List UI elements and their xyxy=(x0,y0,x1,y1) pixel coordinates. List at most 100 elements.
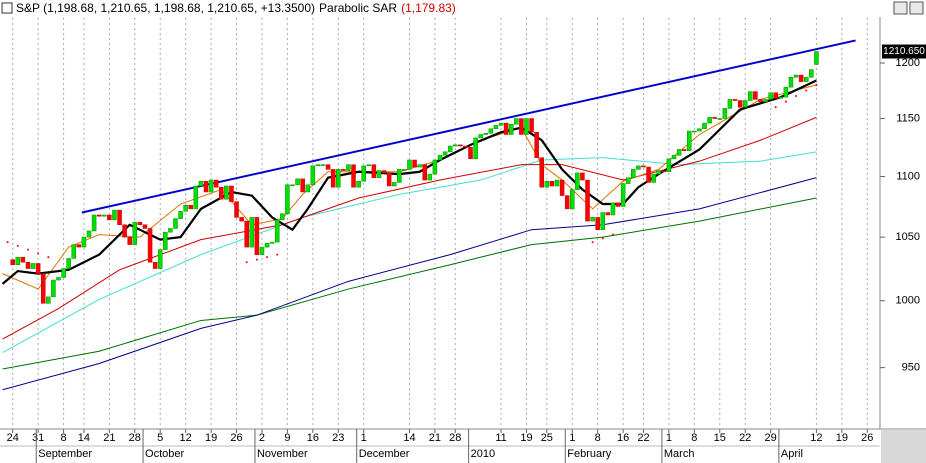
candle-body xyxy=(25,261,31,269)
candle-body xyxy=(295,178,300,186)
candle-body xyxy=(51,279,56,298)
candle-body xyxy=(636,165,641,170)
x-tick-label: 1 xyxy=(569,432,575,444)
candle-body xyxy=(351,164,356,188)
candle-body xyxy=(681,149,687,151)
x-tick-label: 28 xyxy=(129,432,141,444)
candle-body xyxy=(315,164,321,167)
candle-body xyxy=(280,213,285,221)
candle-body xyxy=(432,159,438,175)
x-tick-label: 15 xyxy=(714,432,726,444)
candle-body xyxy=(422,164,427,181)
candle-body xyxy=(254,217,260,255)
candle-body xyxy=(773,92,778,99)
candle-body xyxy=(366,164,372,167)
candle-body xyxy=(66,258,71,269)
close-button[interactable] xyxy=(909,1,924,15)
candle-body xyxy=(549,180,555,187)
candle-body xyxy=(605,212,611,216)
candle-body xyxy=(651,173,656,183)
y-tick-label: 950 xyxy=(902,362,920,374)
candle-body xyxy=(559,179,565,196)
restore-button[interactable] xyxy=(893,1,908,15)
sar-dot xyxy=(255,258,258,261)
x-tick-label: 14 xyxy=(78,432,90,444)
month-label: November xyxy=(257,448,308,460)
candle-body xyxy=(575,172,580,190)
x-tick-label: 19 xyxy=(205,432,217,444)
candle-body xyxy=(676,149,682,156)
candle-body xyxy=(697,128,702,132)
candle-body xyxy=(442,151,448,156)
candle-body xyxy=(168,228,173,233)
candle-body xyxy=(468,146,473,160)
candle-body xyxy=(600,212,606,230)
sar-dot xyxy=(784,100,787,103)
menu-icon[interactable] xyxy=(1,2,13,14)
candle-body xyxy=(310,165,316,186)
title-text: S&P (1,198.68, 1,210.65, 1,198.68, 1,210… xyxy=(16,1,315,15)
y-tick-label: 1150 xyxy=(896,112,920,124)
candle-body xyxy=(590,217,595,222)
x-tick-label: 31 xyxy=(32,432,44,444)
candle-body xyxy=(478,134,483,139)
sar-dot xyxy=(37,252,40,255)
candle-body xyxy=(727,99,733,109)
candle-body xyxy=(686,130,692,151)
sar-dot xyxy=(795,95,798,98)
candle-body xyxy=(122,224,127,238)
candle-body xyxy=(264,243,270,248)
candle-body xyxy=(15,256,21,265)
last-price-box xyxy=(882,44,926,59)
candle-body xyxy=(498,122,504,126)
candle-body xyxy=(503,122,509,135)
sar-dot xyxy=(276,253,279,256)
y-tick-label: 1000 xyxy=(896,295,920,307)
candle-body xyxy=(391,182,397,187)
candle-body xyxy=(386,172,392,187)
candle-body xyxy=(224,185,229,200)
x-tick-label: 12 xyxy=(810,432,822,444)
sar-name: Parabolic SAR xyxy=(319,1,397,15)
candle-body xyxy=(514,118,519,125)
candle-body xyxy=(763,99,768,102)
candle-body xyxy=(809,69,814,78)
candle-body xyxy=(91,214,97,232)
x-tick-label: 8 xyxy=(61,432,67,444)
candle-body xyxy=(10,259,15,265)
candle-body xyxy=(356,180,361,188)
candle-body xyxy=(229,185,234,202)
candle-body xyxy=(269,241,275,244)
candle-body xyxy=(76,244,82,248)
candle-body xyxy=(803,76,809,82)
month-label: April xyxy=(781,448,803,460)
candle-body xyxy=(712,117,717,119)
candle-body xyxy=(732,99,738,101)
candle-body xyxy=(107,214,112,221)
sar-dot xyxy=(26,248,29,251)
candle-body xyxy=(183,204,188,212)
candle-body xyxy=(798,74,804,82)
candle-body xyxy=(529,118,534,133)
candle-body xyxy=(417,164,422,168)
candle-body xyxy=(524,118,529,135)
x-tick-label: 8 xyxy=(595,432,601,444)
candle-body xyxy=(274,219,280,243)
sar-dot xyxy=(611,233,614,236)
sar-dot xyxy=(6,241,9,244)
candle-body xyxy=(249,217,255,248)
candle-body xyxy=(458,144,463,147)
y-tick-label: 1050 xyxy=(896,231,920,243)
candle-body xyxy=(96,214,102,217)
candle-body xyxy=(717,118,723,120)
x-tick-label: 1 xyxy=(666,432,672,444)
candle-body xyxy=(290,184,295,187)
month-label: 2010 xyxy=(471,448,495,460)
candle-body xyxy=(30,263,36,269)
candle-body xyxy=(300,178,305,193)
x-tick-label: 1 xyxy=(361,432,367,444)
x-tick-label: 14 xyxy=(403,432,415,444)
candle-body xyxy=(102,214,107,217)
